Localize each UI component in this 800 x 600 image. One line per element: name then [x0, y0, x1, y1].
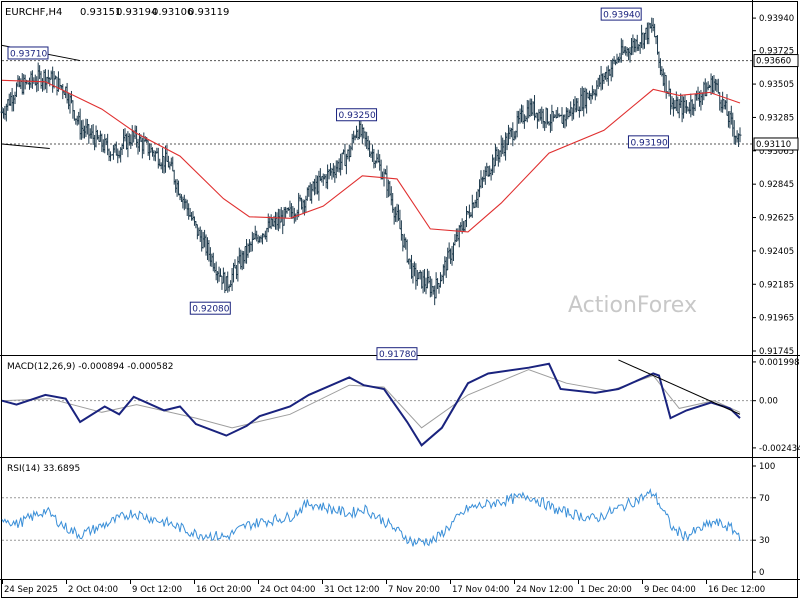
- watermark: ActionForex: [568, 293, 697, 318]
- rsi-tick-label: 0: [759, 568, 764, 578]
- price-annotation-label: 0.92080: [192, 305, 229, 315]
- price-annotation-box: [336, 108, 378, 122]
- price-tick-label: 0.92185: [759, 280, 794, 290]
- rsi-tick-label: 100: [759, 462, 775, 472]
- time-axis: 24 Sep 2025 2 Oct 04:00 9 Oct 12:00 16 Oct …: [2, 580, 765, 595]
- price-annotation-label: 0.93190: [630, 138, 667, 148]
- macd-signal-line: [1, 369, 741, 429]
- time-tick-label: 31 Oct 12:00: [324, 585, 379, 595]
- ohlc-low: 0.93106: [152, 7, 193, 18]
- rsi-panel: 100 70 30 0: [1, 462, 775, 578]
- level-line-label: 0.93660: [756, 57, 791, 67]
- price-annotation-label: 0.93710: [10, 49, 47, 59]
- time-tick-label: 1 Dec 20:00: [580, 585, 632, 595]
- price-tick-label: 0.91745: [759, 347, 794, 357]
- rsi-line: [1, 488, 741, 547]
- macd-tick-label: 0.00: [759, 397, 778, 407]
- price-trendline: [1, 143, 50, 150]
- price-annotation-box: [189, 301, 231, 315]
- time-tick-label: 16 Dec 12:00: [708, 585, 765, 595]
- price-tick-label: 0.92625: [759, 214, 794, 224]
- current-price-label: 0.93110: [756, 140, 791, 150]
- macd-trendline: [618, 359, 741, 415]
- price-tick-label: 0.92405: [759, 247, 794, 257]
- ohlc-high: 0.93194: [116, 7, 157, 18]
- rsi-title: RSI(14) 33.6895: [7, 464, 80, 474]
- moving-average-line: [1, 79, 741, 233]
- price-tick-label: 0.92845: [759, 180, 794, 190]
- level-line-tag: [753, 54, 799, 68]
- macd-panel: 0.001998 0.00 -0.002434: [1, 358, 800, 454]
- price-annotation-box: [7, 46, 49, 60]
- ohlc-open: 0.93151: [80, 7, 121, 18]
- macd-title: MACD(12,26,9) -0.000894 -0.000582: [7, 362, 173, 372]
- time-tick-label: 17 Nov 04:00: [452, 585, 509, 595]
- symbol-label: EURCHF,H4: [5, 7, 62, 18]
- price-annotation-box: [600, 7, 642, 21]
- macd-line: [1, 362, 741, 447]
- price-tick-label: 0.93505: [759, 80, 794, 90]
- price-panel: 0.93940 0.93725 0.93505 0.93285 0.93065 0.928…: [0, 7, 799, 361]
- time-tick-label: 16 Oct 20:00: [196, 585, 251, 595]
- macd-tick-label: -0.002434: [759, 444, 800, 454]
- price-annotation-label: 0.91780: [379, 350, 416, 360]
- time-tick-label: 24 Sep 2025: [4, 585, 58, 595]
- rsi-tick-label: 30: [759, 536, 770, 546]
- price-tick-label: 0.93065: [759, 147, 794, 157]
- price-tick-label: 0.93285: [759, 113, 794, 123]
- time-tick-label: 9 Oct 12:00: [132, 585, 182, 595]
- time-tick-label: 2 Oct 04:00: [68, 585, 118, 595]
- price-annotation-box: [376, 347, 418, 361]
- price-tick-label: 0.93725: [759, 47, 794, 57]
- price-tick-label: 0.91965: [759, 314, 794, 324]
- time-tick-label: 24 Oct 04:00: [260, 585, 315, 595]
- time-tick-label: 24 Nov 12:00: [516, 585, 573, 595]
- macd-tick-label: 0.001998: [759, 358, 800, 368]
- price-annotation-label: 0.93940: [603, 11, 640, 21]
- price-annotation-label: 0.93250: [339, 111, 376, 121]
- time-tick-label: 7 Nov 20:00: [388, 585, 440, 595]
- time-tick-label: 9 Dec 04:00: [644, 585, 696, 595]
- ohlc-close: 0.93119: [188, 7, 229, 18]
- rsi-tick-label: 70: [759, 494, 770, 504]
- current-price-tag: [753, 137, 799, 151]
- price-tick-label: 0.93940: [759, 14, 794, 24]
- price-annotation-box: [627, 135, 669, 149]
